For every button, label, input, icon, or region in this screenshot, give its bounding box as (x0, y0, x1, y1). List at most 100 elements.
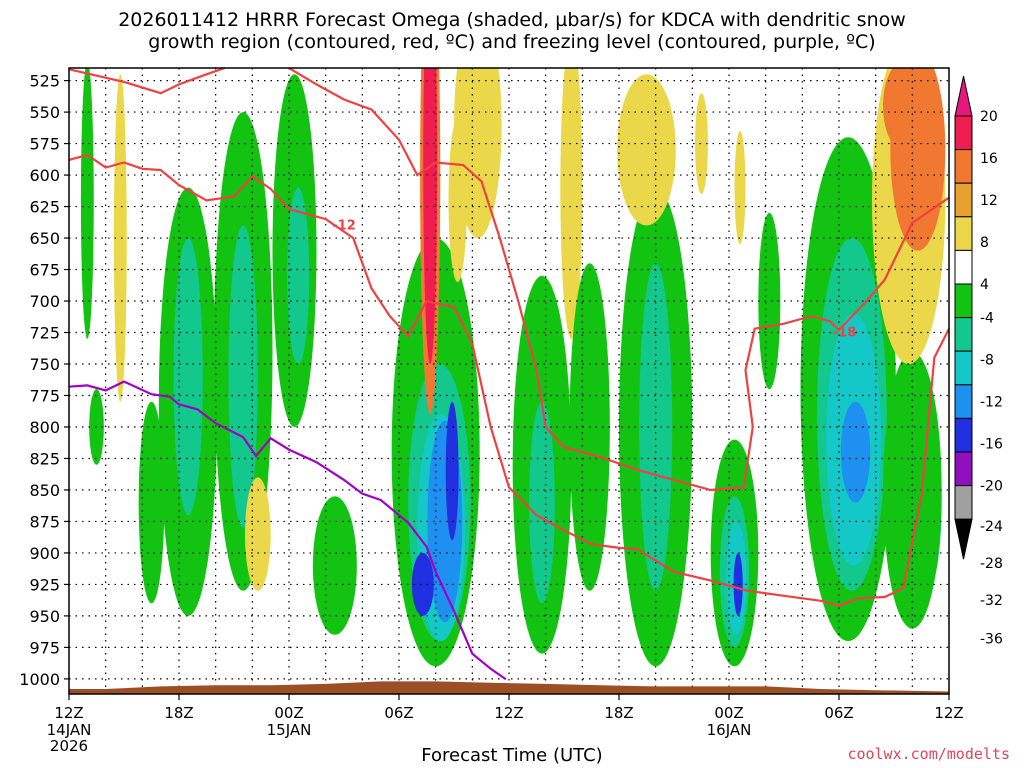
y-tick-label: 725 (29, 324, 60, 343)
omega-shade-area-0 (80, 68, 94, 339)
omega-shade-area-16 (411, 552, 434, 616)
omega-shade-area-3 (138, 401, 165, 604)
x-tick-date: 16JAN (707, 721, 752, 739)
colorbar-bottom-arrow (954, 518, 973, 560)
y-tick-label: 775 (29, 386, 60, 405)
y-tick-label: 850 (29, 481, 60, 500)
y-tick-label: 800 (29, 418, 60, 437)
colorbar-swatch (954, 384, 973, 419)
omega-shade-area-24 (529, 401, 555, 604)
grid-layer (69, 68, 949, 694)
omega-shade-area-29 (617, 74, 676, 226)
omega-shade-area-34 (733, 552, 743, 616)
colorbar-label: -36 (980, 631, 1003, 647)
y-axis: 525 550 575 600 625 650 675 700 725 750 775 800 825 8… (19, 72, 69, 689)
x-tick-date: 15JAN (267, 721, 312, 739)
colorbar-label: 16 (980, 151, 998, 167)
terrain-layer (69, 681, 949, 694)
colorbar-swatch (954, 115, 973, 151)
contour-layer: -12 -18 (69, 68, 949, 680)
y-tick-label: 750 (29, 355, 60, 374)
y-tick-label: 825 (29, 449, 60, 468)
colorbar-swatch (954, 417, 973, 453)
omega-shade-area-35 (758, 212, 781, 390)
omega-shade-area-9 (287, 187, 310, 364)
y-tick-label: 1000 (19, 670, 60, 689)
dgz-contour-minus18_arc (288, 68, 949, 492)
freezing-level-contour (69, 380, 506, 680)
contour-label: -12 (332, 218, 356, 233)
x-tick-label: 12Z (494, 704, 523, 722)
y-tick-label: 700 (29, 292, 60, 311)
y-tick-label: 900 (29, 544, 60, 563)
colorbar-label: 8 (980, 235, 989, 251)
omega-shade-area-2 (113, 74, 127, 402)
y-tick-label: 525 (29, 72, 60, 91)
x-tick-date: 14JAN (47, 721, 92, 739)
colorbar-label: -32 (980, 593, 1003, 609)
x-tick-label: 00Z (714, 704, 743, 722)
y-tick-label: 950 (29, 607, 60, 626)
omega-shade-area-40 (840, 401, 871, 503)
colorbar-label: -16 (980, 437, 1003, 453)
y-tick-label: 600 (29, 166, 60, 185)
colorbar-swatch (954, 451, 973, 487)
dgz-contour-minus12_upper (69, 153, 949, 607)
terrain-surface (69, 681, 949, 694)
chart-title-line1: 2026011412 HRRR Forecast Omega (shaded, … (118, 9, 906, 31)
colorbar-swatch (954, 216, 973, 251)
colorbar-swatch (954, 485, 973, 520)
omega-shade-area-36 (734, 130, 746, 245)
omega-shade-area-42 (883, 351, 942, 629)
chart-title-line2: growth region (contoured, red, ºC) and f… (148, 31, 876, 53)
omega-shade-area-7 (228, 225, 258, 528)
omega-shade-area-10 (245, 477, 271, 591)
colorbar-label: -28 (980, 556, 1003, 572)
omega-shade-area-17 (445, 401, 459, 541)
y-tick-label: 550 (29, 103, 60, 122)
contour-label: -18 (833, 326, 857, 341)
omega-shade-area-22 (448, 118, 467, 283)
x-tick-label: 12Z (934, 704, 963, 722)
omega-shade-area-45 (883, 68, 924, 150)
y-tick-label: 675 (29, 261, 60, 280)
omega-shade-area-20 (427, 68, 437, 327)
omega-shade-area-25 (560, 68, 583, 339)
y-tick-label: 575 (29, 135, 60, 154)
colorbar-swatch (954, 182, 973, 218)
colorbar-swatch (954, 350, 973, 386)
colorbar-swatch (954, 249, 973, 285)
colorbar-swatch (954, 149, 973, 184)
y-tick-label: 650 (29, 229, 60, 248)
colorbar-label: -8 (980, 353, 994, 369)
y-tick-label: 925 (29, 575, 60, 594)
y-tick-label: 975 (29, 638, 60, 657)
y-tick-label: 625 (29, 198, 60, 217)
colorbar-label: 4 (980, 277, 989, 293)
x-tick-year: 2026 (50, 737, 88, 755)
colorbar-label: -20 (980, 479, 1003, 495)
x-tick-label: 18Z (604, 704, 633, 722)
colorbar-label: 20 (980, 109, 998, 125)
x-tick-label: 00Z (274, 704, 303, 722)
colorbar-top-arrow (954, 75, 973, 117)
x-tick-label: 06Z (384, 704, 413, 722)
x-tick-label: 18Z (164, 704, 193, 722)
colorbar-swatch (954, 283, 973, 319)
x-tick-label: 12Z (54, 704, 83, 722)
dgz-contour-minus12_top (69, 68, 226, 95)
colorbar-label: 12 (980, 193, 998, 209)
credit-link[interactable]: coolwx.com/modelts (847, 745, 1010, 763)
colorbar: 20 16 12 8 4 -4 -8 -12 -16 -20 -24 -28 -32 -36 (954, 75, 1003, 647)
colorbar-label: -4 (980, 311, 994, 327)
omega-shade-area-11 (312, 496, 357, 635)
x-axis-label: Forecast Time (UTC) (421, 745, 603, 766)
y-tick-label: 875 (29, 512, 60, 531)
colorbar-label: -24 (980, 519, 1003, 535)
omega-shade-area-5 (173, 238, 203, 516)
x-tick-label: 06Z (824, 704, 853, 722)
omega-shade-area-30 (695, 93, 708, 194)
colorbar-swatch (954, 317, 973, 352)
